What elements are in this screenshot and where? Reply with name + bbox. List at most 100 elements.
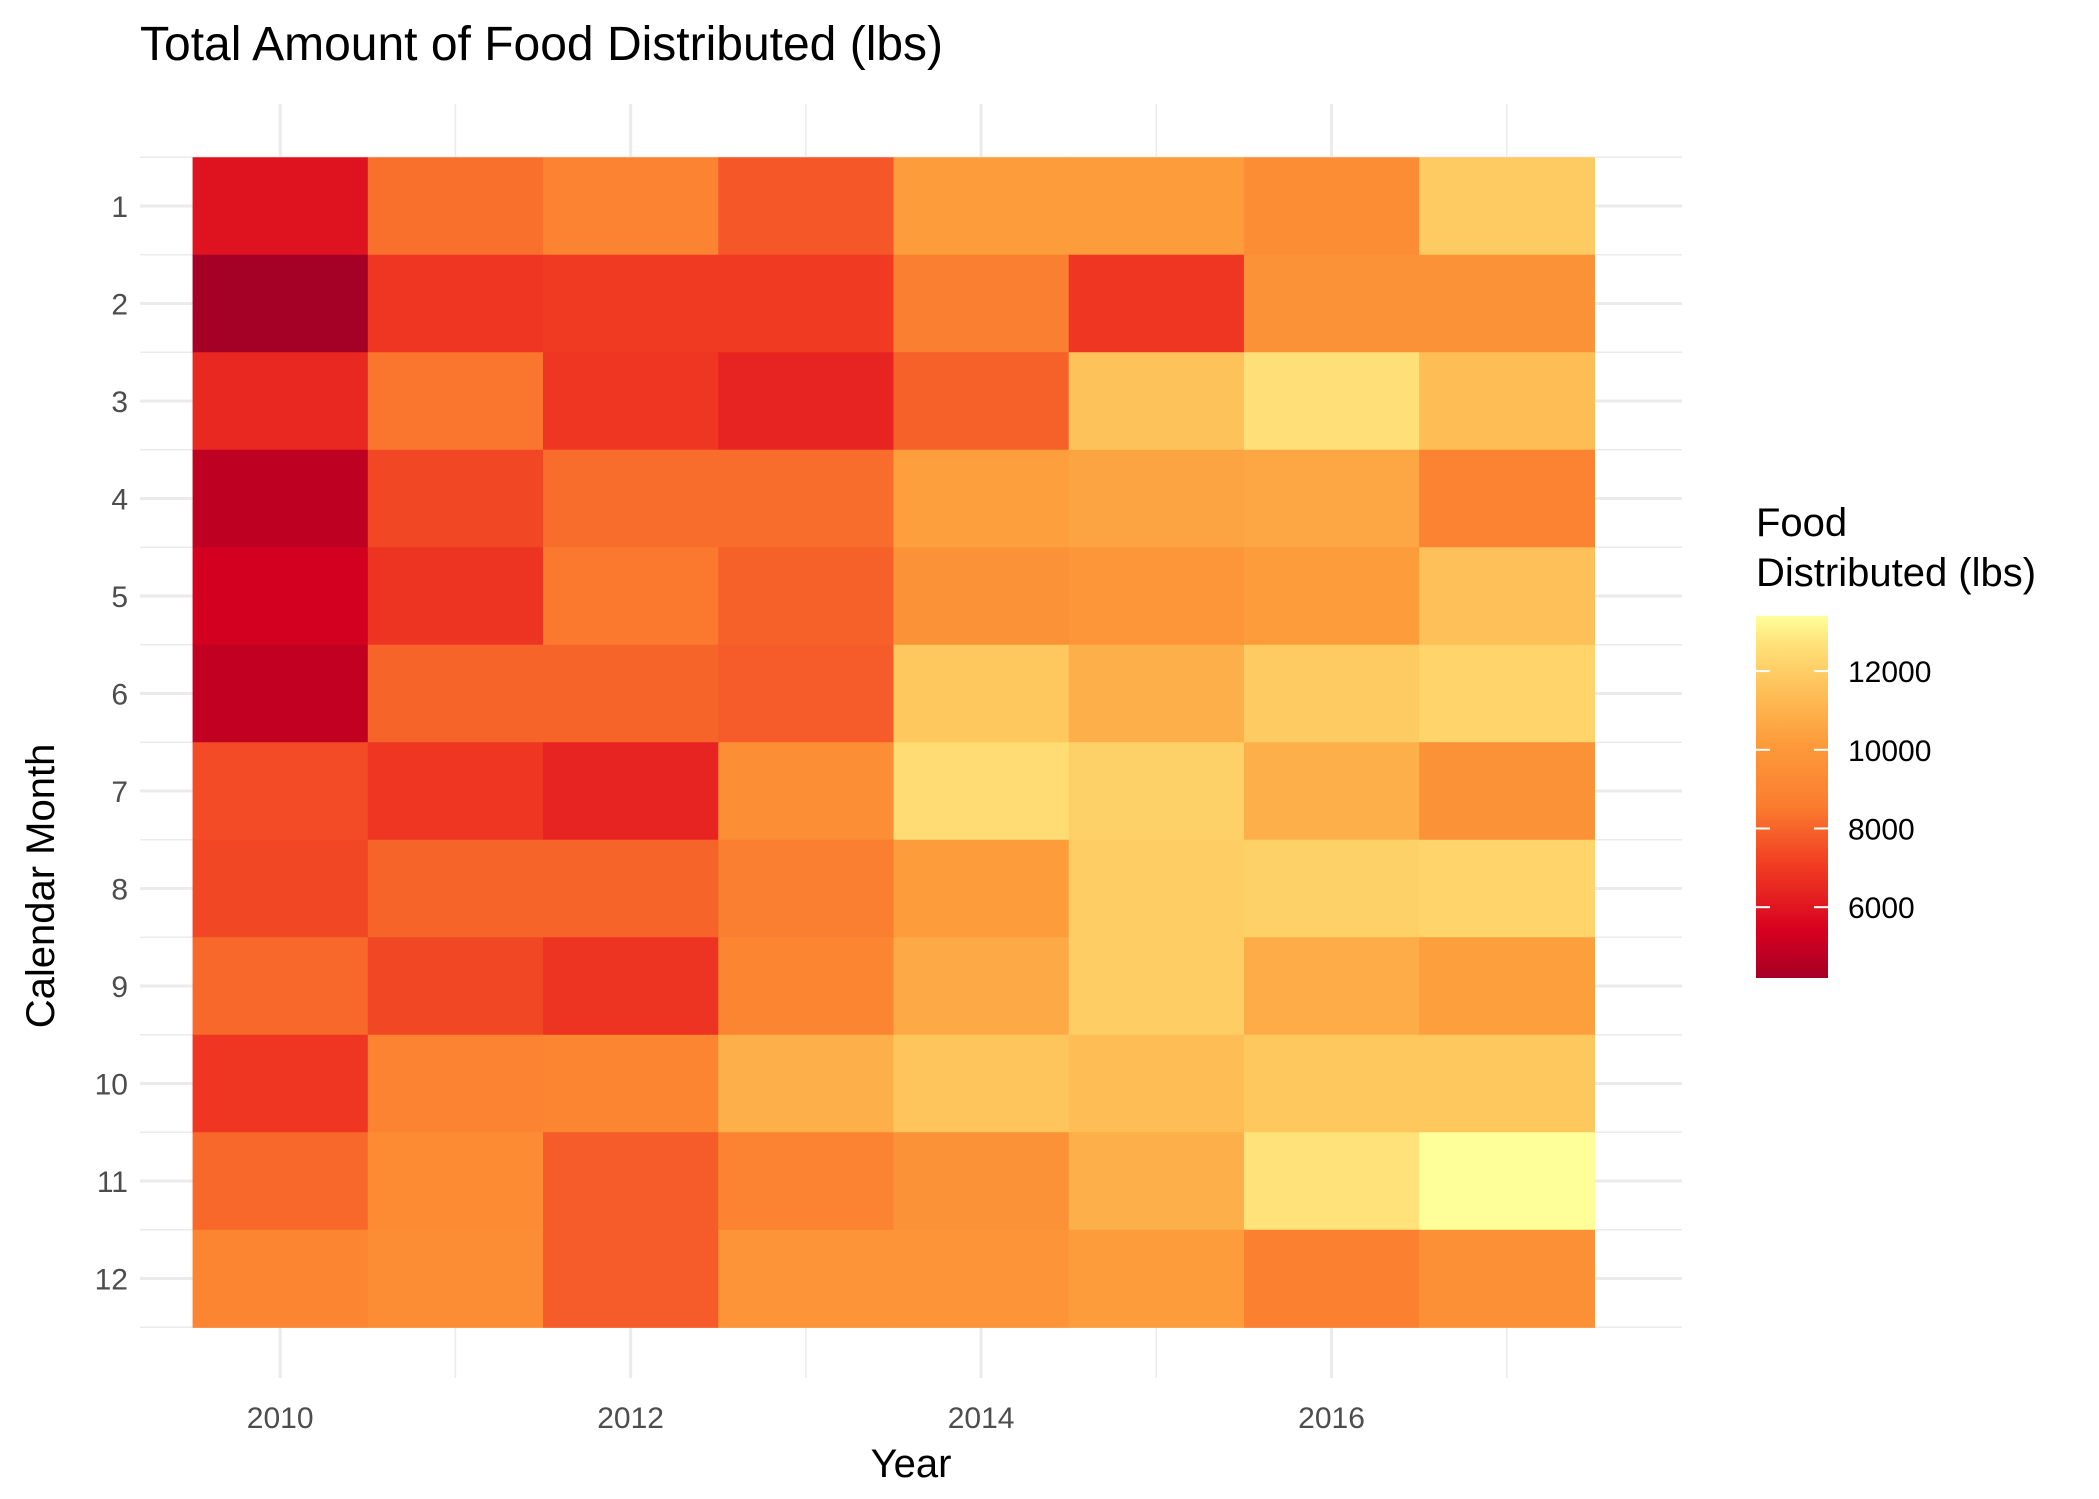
- y-tick-label: 4: [111, 484, 128, 517]
- heatmap-tile: [543, 1132, 719, 1231]
- heatmap-tile: [1419, 1132, 1595, 1231]
- heatmap-tile: [543, 449, 719, 548]
- heatmap-tile: [718, 839, 895, 938]
- heatmap-tile: [367, 352, 544, 451]
- heatmap-tile: [192, 644, 369, 743]
- heatmap-tile: [543, 742, 719, 841]
- heatmap-tile: [367, 449, 544, 548]
- heatmap-tile: [893, 1132, 1070, 1231]
- heatmap-tile: [192, 254, 369, 353]
- y-tick-label: 9: [111, 971, 128, 1004]
- heatmap-tile: [1068, 839, 1245, 938]
- x-axis-ticks: 2010 2012 2014 2016: [247, 1402, 1365, 1435]
- heatmap-tiles: [192, 157, 1595, 1328]
- heatmap-tile: [893, 937, 1070, 1036]
- x-tick-label: 2012: [597, 1402, 664, 1435]
- heatmap-tile: [893, 644, 1070, 743]
- heatmap-tile: [893, 547, 1070, 646]
- heatmap-tile: [718, 254, 895, 353]
- heatmap-tile: [367, 547, 544, 646]
- heatmap-tile: [367, 937, 544, 1036]
- heatmap-tile: [192, 839, 369, 938]
- heatmap-tile: [1068, 254, 1245, 353]
- heatmap-tile: [1419, 839, 1595, 938]
- heatmap-tile: [893, 254, 1070, 353]
- heatmap-tile: [543, 352, 719, 451]
- heatmap-tile: [367, 1034, 544, 1133]
- x-axis-title: Year: [871, 1442, 952, 1486]
- heatmap-tile: [1243, 157, 1420, 256]
- y-tick-label: 8: [111, 874, 128, 907]
- heatmap-tile: [1068, 644, 1245, 743]
- heatmap-tile: [543, 1034, 719, 1133]
- y-tick-label: 2: [111, 289, 128, 322]
- heatmap-tile: [192, 1229, 369, 1328]
- heatmap-tile: [1243, 449, 1420, 548]
- heatmap-tile: [1068, 352, 1245, 451]
- heatmap-tile: [192, 742, 369, 841]
- heatmap-tile: [192, 352, 369, 451]
- heatmap-tile: [718, 449, 895, 548]
- heatmap-tile: [718, 1034, 895, 1133]
- heatmap-tile: [893, 352, 1070, 451]
- heatmap-tile: [1243, 1132, 1420, 1231]
- heatmap-tile: [1419, 1229, 1595, 1328]
- heatmap-tile: [1243, 1034, 1420, 1133]
- heatmap-tile: [1419, 937, 1595, 1036]
- heatmap-tile: [192, 1132, 369, 1231]
- heatmap-tile: [1068, 449, 1245, 548]
- heatmap-tile: [367, 742, 544, 841]
- heatmap-tile: [543, 547, 719, 646]
- heatmap-tile: [1419, 1034, 1595, 1133]
- heatmap-tile: [1068, 1132, 1245, 1231]
- heatmap-tile: [718, 1229, 895, 1328]
- heatmap-tile: [1243, 839, 1420, 938]
- legend-title-line-1: Food: [1756, 501, 1847, 545]
- heatmap-tile: [1243, 352, 1420, 451]
- heatmap-tile: [1068, 157, 1245, 256]
- heatmap-tile: [1068, 547, 1245, 646]
- legend-tick-label: 8000: [1848, 813, 1915, 846]
- legend-tick-label: 6000: [1848, 892, 1915, 925]
- y-tick-label: 10: [95, 1069, 128, 1102]
- heatmap-tile: [1068, 1229, 1245, 1328]
- heatmap-tile: [367, 1132, 544, 1231]
- heatmap-tile: [367, 254, 544, 353]
- heatmap-tile: [1419, 157, 1595, 256]
- heatmap-tile: [192, 157, 369, 256]
- heatmap-tile: [367, 1229, 544, 1328]
- heatmap-tile: [1243, 547, 1420, 646]
- heatmap-tile: [1068, 742, 1245, 841]
- heatmap-tile: [1243, 644, 1420, 743]
- heatmap-tile: [543, 937, 719, 1036]
- heatmap-tile: [192, 547, 369, 646]
- heatmap-tile: [543, 1229, 719, 1328]
- heatmap-tile: [543, 157, 719, 256]
- legend-tick-label: 10000: [1848, 735, 1931, 768]
- heatmap-tile: [1243, 742, 1420, 841]
- heatmap-tile: [1419, 742, 1595, 841]
- legend-title-line-2: Distributed (lbs): [1756, 551, 2036, 595]
- y-axis-title: Calendar Month: [19, 744, 63, 1029]
- heatmap-tile: [718, 937, 895, 1036]
- heatmap-tile: [718, 157, 895, 256]
- y-tick-label: 5: [111, 581, 128, 614]
- heatmap-tile: [1068, 937, 1245, 1036]
- heatmap-tile: [718, 644, 895, 743]
- chart-title: Total Amount of Food Distributed (lbs): [140, 18, 943, 71]
- y-tick-label: 12: [95, 1264, 128, 1297]
- heatmap-tile: [893, 1229, 1070, 1328]
- heatmap-tile: [718, 352, 895, 451]
- heatmap-tile: [543, 839, 719, 938]
- x-tick-label: 2010: [247, 1402, 314, 1435]
- color-legend: Food Distributed (lbs) 6000 8000 10000 1200…: [1756, 501, 2036, 978]
- legend-ticks: 6000 8000 10000 12000: [1756, 656, 1931, 925]
- heatmap-tile: [367, 839, 544, 938]
- heatmap-tile: [893, 839, 1070, 938]
- x-tick-label: 2014: [948, 1402, 1015, 1435]
- heatmap-tile: [1419, 254, 1595, 353]
- heatmap-tile: [1243, 937, 1420, 1036]
- heatmap-tile: [1419, 449, 1595, 548]
- heatmap-tile: [893, 742, 1070, 841]
